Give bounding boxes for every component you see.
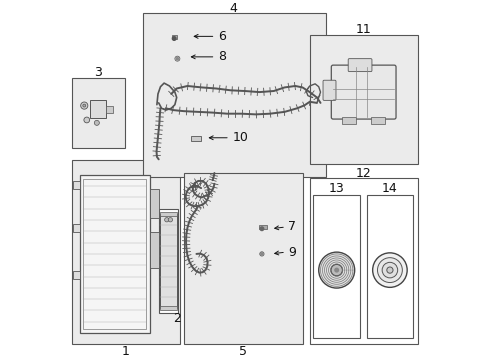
Bar — [371, 117, 385, 125]
Circle shape — [175, 56, 180, 61]
Bar — [150, 232, 159, 268]
Bar — [83, 179, 146, 329]
Bar — [90, 100, 106, 118]
Text: 14: 14 — [382, 182, 398, 195]
Bar — [172, 35, 177, 39]
Circle shape — [172, 37, 176, 40]
Bar — [106, 106, 113, 113]
Circle shape — [260, 252, 264, 256]
FancyBboxPatch shape — [348, 59, 372, 72]
FancyBboxPatch shape — [323, 80, 336, 100]
Bar — [72, 161, 179, 344]
Bar — [73, 271, 80, 279]
Text: 3: 3 — [95, 66, 102, 79]
Text: 10: 10 — [232, 131, 248, 144]
Circle shape — [382, 262, 398, 278]
Bar — [310, 35, 417, 164]
Text: 9: 9 — [288, 246, 296, 258]
Text: 5: 5 — [239, 345, 247, 357]
Text: 8: 8 — [218, 50, 226, 63]
Circle shape — [335, 268, 339, 272]
Circle shape — [387, 267, 393, 273]
Text: 6: 6 — [218, 30, 226, 43]
Bar — [160, 306, 177, 310]
Text: 2: 2 — [173, 312, 181, 325]
Text: 13: 13 — [329, 182, 344, 195]
Circle shape — [377, 258, 402, 283]
Bar — [161, 214, 177, 308]
Bar — [313, 195, 360, 338]
Bar — [310, 179, 417, 344]
Text: 11: 11 — [356, 23, 371, 36]
Circle shape — [318, 252, 355, 288]
Circle shape — [373, 253, 407, 287]
Circle shape — [83, 104, 86, 107]
Text: 7: 7 — [288, 220, 296, 233]
Bar — [73, 181, 80, 189]
Text: 1: 1 — [122, 345, 129, 357]
Bar — [342, 117, 357, 125]
Bar — [191, 136, 201, 141]
FancyBboxPatch shape — [331, 65, 396, 119]
Circle shape — [165, 217, 169, 222]
Text: 12: 12 — [356, 167, 371, 180]
Circle shape — [168, 217, 172, 222]
Bar — [184, 173, 302, 344]
Bar — [259, 225, 267, 229]
Bar — [159, 209, 178, 313]
Circle shape — [81, 102, 88, 109]
Circle shape — [331, 264, 343, 276]
Text: 4: 4 — [229, 2, 238, 15]
Circle shape — [261, 253, 263, 255]
Bar — [72, 78, 125, 148]
Bar — [79, 175, 150, 333]
Bar — [150, 189, 159, 218]
Circle shape — [84, 117, 90, 123]
Circle shape — [260, 227, 264, 230]
Bar — [143, 13, 326, 177]
Bar — [367, 195, 413, 338]
Circle shape — [95, 120, 99, 125]
Bar — [73, 224, 80, 232]
Bar — [160, 212, 177, 216]
Circle shape — [176, 58, 178, 60]
